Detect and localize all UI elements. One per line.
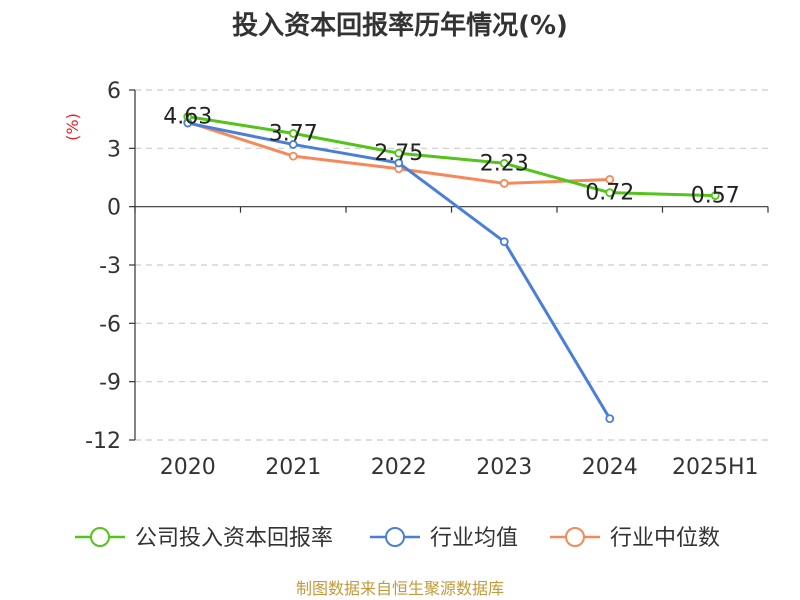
data-point — [605, 188, 615, 198]
data-point — [288, 128, 298, 138]
y-tick-label: -6 — [99, 312, 121, 337]
y-tick-label: 0 — [107, 196, 121, 221]
legend-label: 行业均值 — [430, 526, 518, 551]
x-tick-label: 2021 — [265, 455, 321, 480]
legend: 公司投入资本回报率 行业均值 行业中位数 — [75, 526, 720, 551]
legend-marker — [385, 527, 405, 547]
x-tick-label: 2025H1 — [672, 455, 759, 480]
data-label: 3.77 — [269, 121, 318, 146]
data-point — [288, 151, 298, 161]
data-point — [394, 158, 404, 168]
x-tick-label: 2020 — [160, 455, 216, 480]
data-point — [499, 158, 509, 168]
legend-marker — [90, 527, 110, 547]
chart-title: 投入资本回报率历年情况(%) — [232, 10, 568, 41]
data-label: 4.63 — [163, 105, 212, 130]
data-point — [394, 148, 404, 158]
data-label: 2.23 — [480, 151, 529, 176]
data-label: 2.75 — [374, 141, 423, 166]
legend-label: 行业中位数 — [610, 526, 720, 551]
legend-label: 公司投入资本回报率 — [135, 526, 333, 551]
y-tick-label: -9 — [99, 371, 121, 396]
grid-lines — [135, 89, 768, 441]
source-note: 制图数据来自恒生聚源数据库 — [296, 579, 504, 598]
data-point — [183, 112, 193, 122]
data-point — [288, 140, 298, 149]
data-point — [710, 191, 720, 200]
data-point — [605, 414, 615, 424]
series-lines — [183, 112, 720, 424]
y-tick-label: 6 — [107, 79, 121, 104]
data-point — [605, 175, 615, 184]
x-tick-label: 2024 — [582, 455, 638, 480]
y-tick-label: -3 — [99, 254, 121, 279]
data-label: 0.72 — [585, 181, 634, 206]
axes: 6 3 0 -3 -6 -9 -12 2020 2021 2022 2023 2024 2025H1 — [85, 79, 769, 480]
data-point — [499, 178, 509, 188]
data-point — [499, 237, 509, 247]
x-tick-label: 2022 — [371, 455, 427, 480]
y-axis-unit-label: (%) — [63, 113, 82, 141]
data-labels: 4.63 3.77 2.75 2.23 0.72 0.57 — [163, 105, 739, 209]
legend-marker — [565, 527, 585, 547]
y-tick-label: -12 — [85, 429, 121, 454]
y-tick-label: 3 — [107, 137, 121, 162]
series-line — [187, 115, 716, 198]
data-label: 0.57 — [691, 184, 740, 209]
x-tick-label: 2023 — [476, 455, 532, 480]
